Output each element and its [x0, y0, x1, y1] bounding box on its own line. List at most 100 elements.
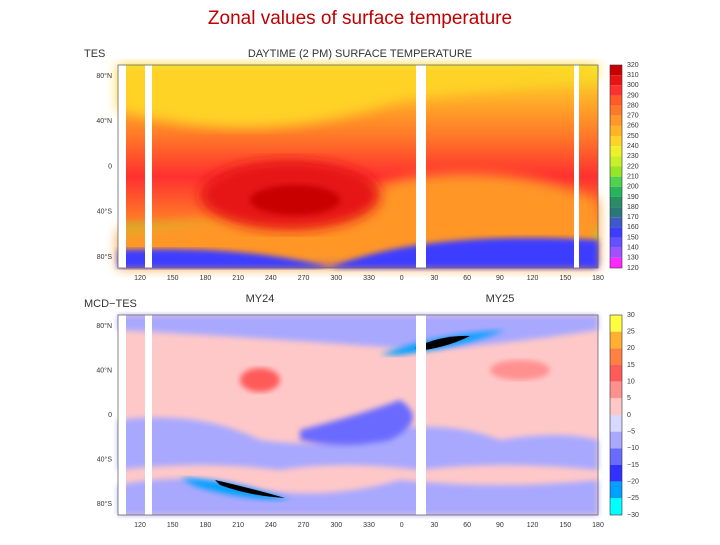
colorbar-label: 300 [627, 82, 639, 89]
colorbar-label: 10 [627, 379, 635, 386]
colorbar-swatch [610, 247, 622, 258]
colorbar-label: 160 [627, 224, 639, 231]
x-tick-label: 60 [463, 522, 471, 529]
x-tick-label: 180 [200, 522, 212, 529]
colorbar-swatch [610, 237, 622, 248]
x-tick-label: 30 [431, 522, 439, 529]
colorbar-swatch [610, 115, 622, 126]
x-tick-label: 180 [200, 275, 212, 282]
y-tick-label: 0 [108, 412, 112, 419]
colorbar-label: 280 [627, 102, 639, 109]
tes-field [117, 64, 599, 269]
colorbar-label: −10 [627, 445, 639, 452]
colorbar-swatch [610, 481, 622, 499]
colorbar-label: 240 [627, 143, 639, 150]
y-tick-label: 40°S [97, 208, 113, 216]
x-tick-label: 150 [167, 275, 179, 282]
colorbar-label: 5 [627, 395, 631, 402]
colorbar-label: 230 [627, 153, 639, 160]
x-tick-label: 240 [265, 522, 277, 529]
colorbar-swatch [610, 448, 622, 465]
colorbar-label: 320 [627, 62, 639, 69]
panel-label: MCD−TES [84, 298, 137, 310]
x-tick-label: 180 [592, 522, 604, 529]
colorbar-label: 150 [627, 234, 639, 241]
colorbar-swatch [610, 156, 622, 167]
x-tick-label: 330 [363, 522, 375, 529]
x-tick-label: 0 [400, 522, 404, 529]
colorbar-label: 290 [627, 92, 639, 99]
y-tick-label: 40°N [96, 366, 112, 374]
x-tick-label: 90 [496, 522, 504, 529]
colorbar-swatch [610, 315, 622, 332]
colorbar-frame [609, 64, 623, 269]
slide-title: Zonal values of surface temperature [208, 8, 512, 29]
y-tick-label: 80°S [97, 253, 113, 261]
x-tick-label: 120 [527, 522, 539, 529]
colorbar-label: 120 [627, 265, 639, 272]
colorbar-swatch [610, 331, 622, 349]
x-tick-label: 300 [330, 522, 342, 529]
colorbar-label: 20 [627, 345, 635, 352]
colorbar-label: 310 [627, 72, 639, 79]
x-tick-label: 120 [527, 275, 539, 282]
colorbar-label: −25 [627, 495, 639, 502]
colorbar-swatch [610, 105, 622, 116]
y-tick-label: 40°S [97, 455, 113, 463]
colorbar-label: 170 [627, 214, 639, 221]
colorbar-label: 180 [627, 204, 639, 211]
colorbar-swatch [610, 207, 622, 218]
colorbar-swatch [610, 498, 622, 515]
colorbar-swatch [610, 381, 622, 399]
panel-subheading: MY25 [486, 293, 515, 305]
colorbar-swatch [610, 227, 622, 238]
colorbar-label: 210 [627, 173, 639, 180]
x-tick-label: 90 [496, 275, 504, 282]
y-tick-label: 80°N [96, 322, 112, 330]
colorbar-label: 15 [627, 362, 635, 369]
x-tick-label: 120 [134, 275, 146, 282]
x-tick-label: 270 [298, 522, 310, 529]
colorbar-label: −15 [627, 462, 639, 469]
x-tick-label: 150 [559, 275, 571, 282]
colorbar-swatch [610, 257, 622, 268]
colorbar-label: 140 [627, 245, 639, 252]
colorbar-swatch [610, 85, 622, 96]
y-tick-label: 80°S [97, 500, 113, 508]
colorbar-swatch [610, 398, 622, 415]
y-tick-label: 80°N [96, 72, 112, 80]
y-tick-label: 40°N [96, 117, 112, 125]
colorbar-swatch [610, 136, 622, 147]
x-tick-label: 180 [592, 275, 604, 282]
x-tick-label: 150 [167, 522, 179, 529]
colorbar-label: 200 [627, 184, 639, 191]
colorbar-swatch [610, 75, 622, 86]
colorbar-swatch [610, 176, 622, 187]
x-tick-label: 300 [330, 275, 342, 282]
colorbar-swatch [610, 95, 622, 106]
colorbar-label: 250 [627, 133, 639, 140]
colorbar-label: 30 [627, 312, 635, 319]
colorbar-label: 130 [627, 255, 639, 262]
colorbar-label: 260 [627, 123, 639, 130]
colorbar-frame [609, 314, 623, 516]
colorbar-swatch [610, 65, 622, 76]
x-tick-label: 120 [134, 522, 146, 529]
colorbar-swatch [610, 431, 622, 449]
colorbar-swatch [610, 415, 622, 432]
mcd-tes-field [117, 314, 599, 516]
colorbar-swatch [610, 146, 622, 157]
colorbar-label: −20 [627, 479, 639, 486]
colorbar-label: 25 [627, 329, 635, 336]
colorbar-label: 220 [627, 163, 639, 170]
colorbar-label: 270 [627, 113, 639, 120]
colorbar-swatch [610, 166, 622, 177]
x-tick-label: 150 [559, 522, 571, 529]
colorbar-label: −30 [627, 512, 639, 519]
colorbar-label: −5 [627, 429, 635, 436]
x-tick-label: 270 [298, 275, 310, 282]
colorbar-swatch [610, 465, 622, 482]
y-tick-label: 0 [108, 163, 112, 170]
colorbar-swatch [610, 196, 622, 208]
